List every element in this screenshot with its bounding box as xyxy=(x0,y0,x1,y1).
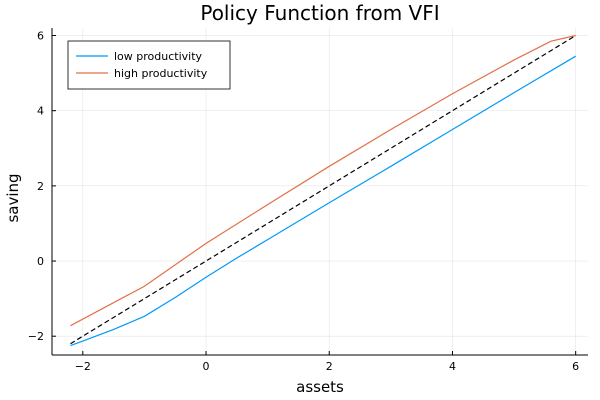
x-axis-label: assets xyxy=(296,378,344,396)
x-ticks: −2 0 2 4 6 xyxy=(75,351,579,373)
legend-box xyxy=(67,40,231,90)
y-tick-label-0: −2 xyxy=(28,330,44,343)
y-tick-label-2: 2 xyxy=(37,180,44,193)
legend-label-0: low productivity xyxy=(114,50,203,63)
series-line-2 xyxy=(70,35,576,345)
y-tick-label-4: 6 xyxy=(37,30,44,43)
chart-title: Policy Function from VFI xyxy=(200,1,439,25)
series-group xyxy=(70,34,576,347)
y-tick-label-3: 4 xyxy=(37,105,44,118)
grid-lines xyxy=(52,28,588,355)
series-line-0 xyxy=(70,55,576,347)
x-tick-label-3: 4 xyxy=(449,360,456,373)
y-tick-label-1: 0 xyxy=(37,255,44,268)
x-tick-label-1: 0 xyxy=(203,360,210,373)
series-line-1 xyxy=(70,34,576,327)
x-tick-label-2: 2 xyxy=(326,360,333,373)
y-ticks: −2 0 2 4 6 xyxy=(28,30,56,343)
axes xyxy=(51,28,588,356)
x-tick-label-0: −2 xyxy=(75,360,91,373)
legend: low productivity high productivity xyxy=(67,40,231,90)
x-tick-label-4: 6 xyxy=(572,360,579,373)
y-axis-label: saving xyxy=(4,173,22,222)
legend-label-1: high productivity xyxy=(114,67,208,80)
